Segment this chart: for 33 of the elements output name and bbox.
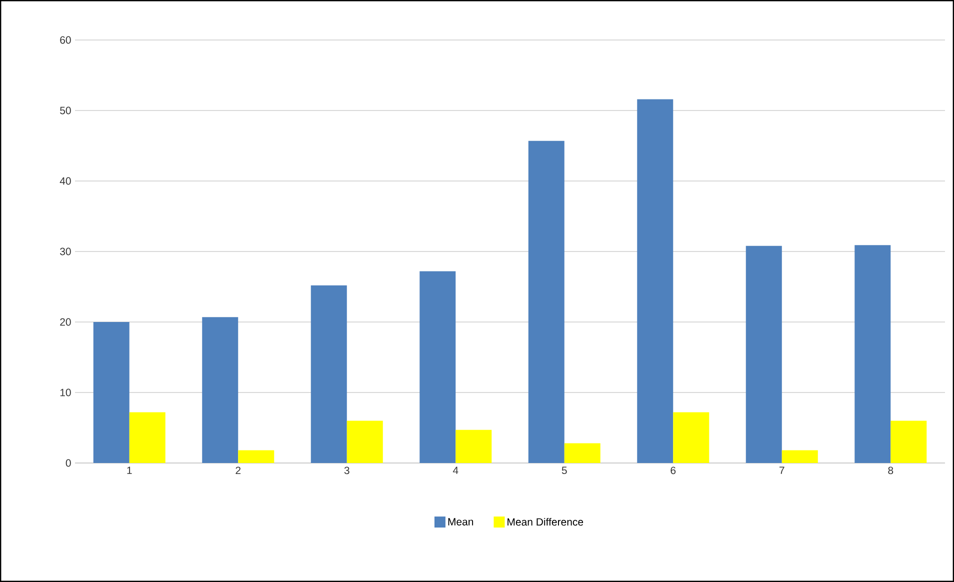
y-tick-label: 40 bbox=[60, 177, 71, 185]
bar bbox=[746, 246, 782, 463]
bar bbox=[782, 450, 818, 463]
y-tick-label: 10 bbox=[60, 388, 71, 396]
x-tick-label: 6 bbox=[670, 466, 676, 474]
x-tick-label: 1 bbox=[127, 466, 132, 474]
x-tick-label: 7 bbox=[779, 466, 784, 474]
legend-label: Mean Difference bbox=[508, 518, 584, 526]
bar bbox=[854, 245, 891, 463]
bar bbox=[129, 412, 166, 463]
bar bbox=[456, 430, 492, 463]
y-tick-label: 30 bbox=[60, 248, 71, 256]
x-tick-label: 4 bbox=[452, 466, 458, 474]
bar bbox=[346, 420, 383, 463]
y-tick-label: 20 bbox=[60, 318, 71, 326]
x-tick-label: 3 bbox=[344, 466, 350, 474]
y-tick-label: 50 bbox=[60, 106, 71, 114]
bar bbox=[420, 271, 456, 463]
bar bbox=[202, 317, 238, 463]
x-tick-label: 5 bbox=[562, 466, 567, 474]
bar bbox=[238, 450, 274, 463]
bar bbox=[673, 412, 710, 463]
legend-label: Mean bbox=[448, 518, 474, 526]
bar bbox=[93, 322, 130, 463]
x-tick-label: 8 bbox=[888, 466, 894, 474]
bar bbox=[528, 140, 564, 463]
bar bbox=[890, 420, 927, 463]
y-tick-label: 0 bbox=[66, 459, 71, 467]
y-tick-label: 60 bbox=[60, 36, 71, 44]
bar bbox=[564, 443, 600, 463]
bar bbox=[310, 285, 347, 463]
x-tick-label: 2 bbox=[236, 466, 241, 474]
bar bbox=[637, 99, 674, 463]
